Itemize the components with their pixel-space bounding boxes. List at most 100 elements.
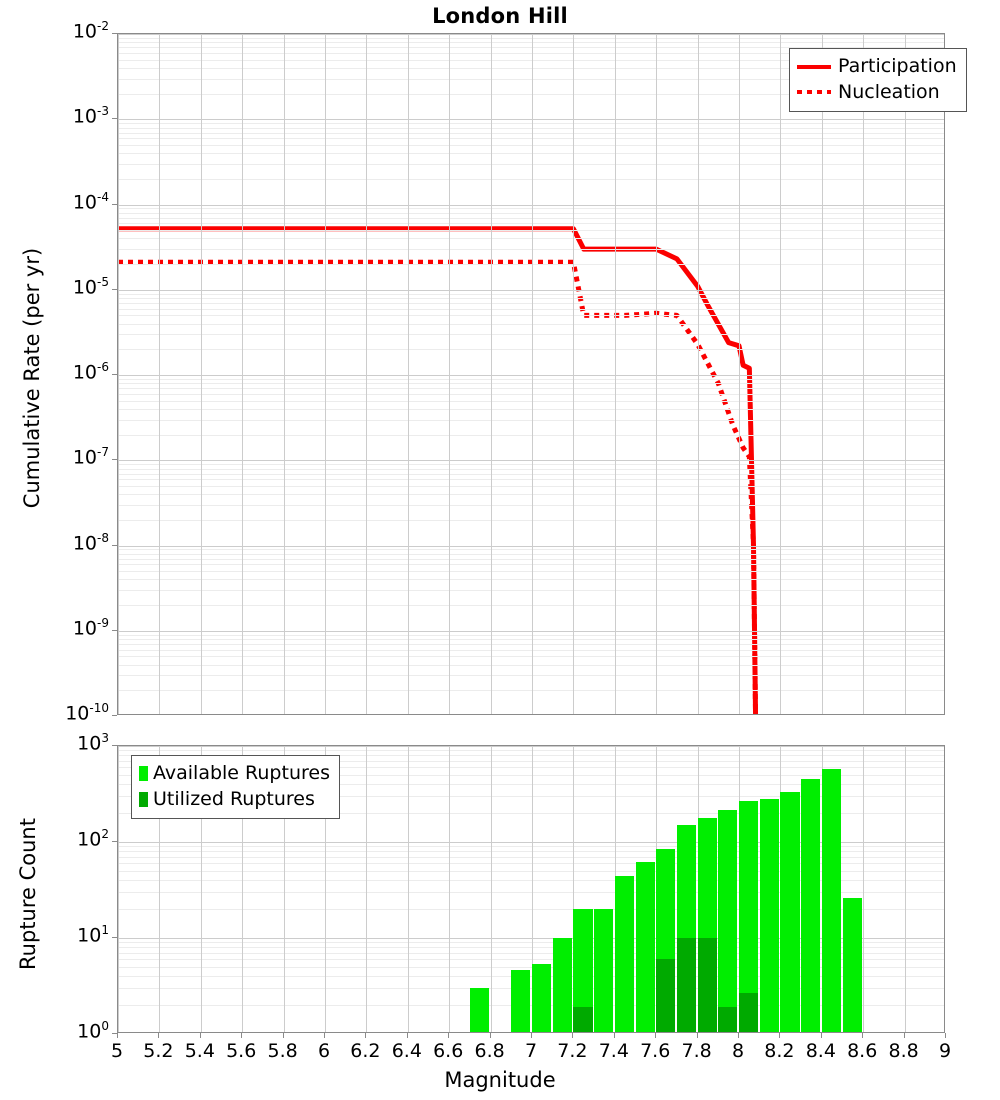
x-tick-label: 5: [110, 1040, 124, 1062]
y-tick-mark: [112, 629, 117, 631]
grid-line-vertical: [200, 34, 202, 714]
available-rupture-bar: [635, 861, 655, 1032]
grid-line-vertical: [863, 34, 865, 714]
grid-line-minor: [118, 863, 944, 865]
grid-line-vertical: [821, 34, 823, 714]
x-tick-mark: [655, 1033, 657, 1038]
x-tick-mark: [696, 1033, 698, 1038]
grid-line-minor: [118, 504, 944, 506]
x-tick-mark: [199, 1033, 201, 1038]
utilized-rupture-bar: [656, 959, 676, 1032]
grid-line-minor: [118, 208, 944, 210]
grid-line-vertical: [283, 746, 285, 1032]
solid-line-icon: [797, 64, 831, 69]
x-tick-mark: [282, 1033, 284, 1038]
x-tick-label: 8.6: [847, 1040, 878, 1062]
grid-line-major: [118, 746, 944, 747]
available-rupture-bar: [821, 768, 841, 1032]
x-tick-label: 7.6: [640, 1040, 671, 1062]
grid-line-minor: [118, 223, 944, 225]
grid-line-minor: [118, 400, 944, 402]
x-tick-label: 8.4: [805, 1040, 836, 1062]
available-rupture-bar: [801, 778, 821, 1032]
y-tick-mark: [112, 118, 117, 120]
grid-line-vertical: [739, 34, 740, 714]
grid-line-minor: [118, 976, 944, 978]
grid-line-major: [118, 289, 944, 291]
y-tick-mark: [112, 841, 117, 842]
x-tick-mark: [448, 1033, 450, 1038]
grid-line-minor: [118, 47, 944, 49]
rate-y-tick: 10-6: [72, 360, 109, 384]
grid-line-minor: [118, 419, 944, 421]
grid-line-minor: [118, 966, 944, 968]
grid-line-minor: [118, 303, 944, 304]
grid-line-minor: [118, 42, 944, 44]
x-tick-mark: [738, 1033, 739, 1038]
grid-line-minor: [118, 298, 944, 299]
x-tick-label: 6.6: [433, 1040, 464, 1062]
grid-line-minor: [118, 644, 944, 645]
grid-line-minor: [118, 942, 944, 944]
grid-line-major: [118, 460, 944, 462]
x-tick-mark: [903, 1033, 905, 1038]
grid-line-minor: [118, 238, 944, 240]
x-tick-mark: [365, 1033, 367, 1038]
legend-label-available: Available Ruptures: [153, 762, 330, 784]
grid-line-minor: [118, 464, 944, 466]
dotted-line-icon: [797, 90, 831, 95]
rate-y-tick: 10-5: [72, 274, 109, 299]
grid-line-minor: [118, 323, 944, 325]
grid-line-minor: [118, 378, 944, 380]
grid-line-minor: [118, 664, 944, 666]
grid-line-minor: [118, 649, 944, 651]
x-tick-label: 8: [731, 1040, 745, 1062]
available-rupture-bar: [532, 963, 552, 1032]
grid-line-minor: [118, 767, 944, 769]
grid-line-vertical: [697, 34, 699, 714]
utilized-rupture-bar: [553, 1032, 572, 1033]
grid-line-vertical: [366, 746, 368, 1032]
y-tick-mark: [112, 1033, 117, 1034]
x-tick-mark: [820, 1033, 822, 1038]
utilized-rupture-bar: [676, 938, 697, 1032]
x-tick-label: 6.8: [474, 1040, 505, 1062]
utilized-rupture-bar: [739, 992, 759, 1032]
legend-label-utilized: Utilized Ruptures: [153, 787, 315, 810]
grid-line-minor: [118, 408, 944, 410]
grid-line-vertical: [242, 34, 244, 714]
count-y-tick: 100: [77, 1019, 109, 1043]
x-tick-mark: [862, 1033, 864, 1038]
grid-line-vertical: [366, 34, 368, 714]
grid-line-vertical: [407, 746, 409, 1032]
grid-line-minor: [118, 675, 944, 677]
grid-line-vertical: [490, 34, 492, 714]
x-tick-label: 6.4: [391, 1040, 422, 1062]
x-tick-label: 5.6: [226, 1040, 257, 1062]
grid-line-minor: [118, 880, 944, 882]
grid-line-major: [118, 34, 944, 35]
grid-line-minor: [118, 571, 944, 573]
utilized-rupture-bar: [573, 1007, 593, 1032]
grid-line-minor: [118, 78, 944, 80]
x-tick-label: 8.8: [888, 1040, 919, 1062]
available-rupture-bar: [759, 799, 779, 1032]
grid-line-minor: [118, 1005, 944, 1007]
rate-y-tick: 10-9: [72, 615, 109, 640]
rupture-legend: Available Ruptures Utilized Ruptures: [131, 755, 340, 820]
x-tick-label: 8.2: [764, 1040, 795, 1062]
x-tick-mark: [241, 1033, 243, 1038]
utilized-rupture-bar: [615, 1032, 634, 1033]
y-tick-mark: [112, 715, 117, 716]
grid-line-minor: [118, 127, 944, 129]
grid-line-minor: [118, 564, 944, 566]
grid-line-minor: [118, 178, 944, 180]
grid-line-major: [118, 545, 944, 547]
grid-line-minor: [118, 639, 944, 640]
grid-line-minor: [118, 230, 944, 232]
grid-line-minor: [118, 334, 944, 336]
x-tick-label: 6.2: [350, 1040, 381, 1062]
grid-line-vertical: [449, 746, 451, 1032]
x-tick-label: 7.8: [681, 1040, 712, 1062]
grid-line-minor: [118, 760, 944, 762]
